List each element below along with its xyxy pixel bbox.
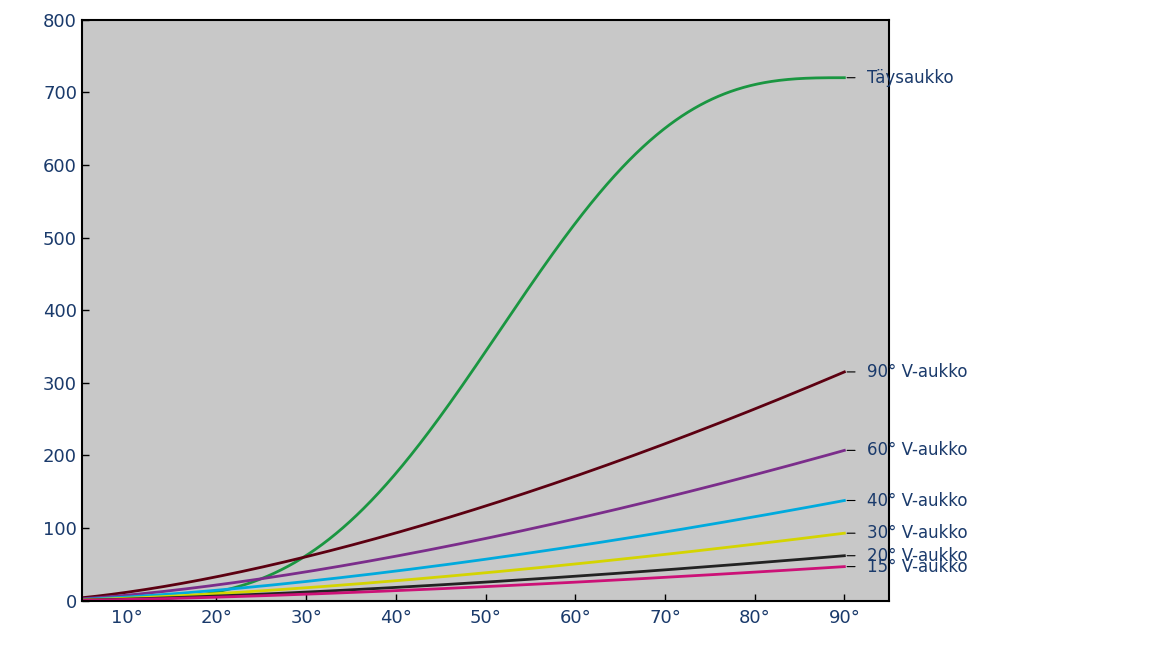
Text: 40° V-aukko: 40° V-aukko [867,492,968,509]
Text: 15° V-aukko: 15° V-aukko [867,558,968,575]
Text: 90° V-aukko: 90° V-aukko [867,363,968,381]
Text: 30° V-aukko: 30° V-aukko [867,524,968,542]
Text: 60° V-aukko: 60° V-aukko [867,441,968,459]
Text: 20° V-aukko: 20° V-aukko [867,547,968,565]
Text: Täysaukko: Täysaukko [867,69,954,87]
